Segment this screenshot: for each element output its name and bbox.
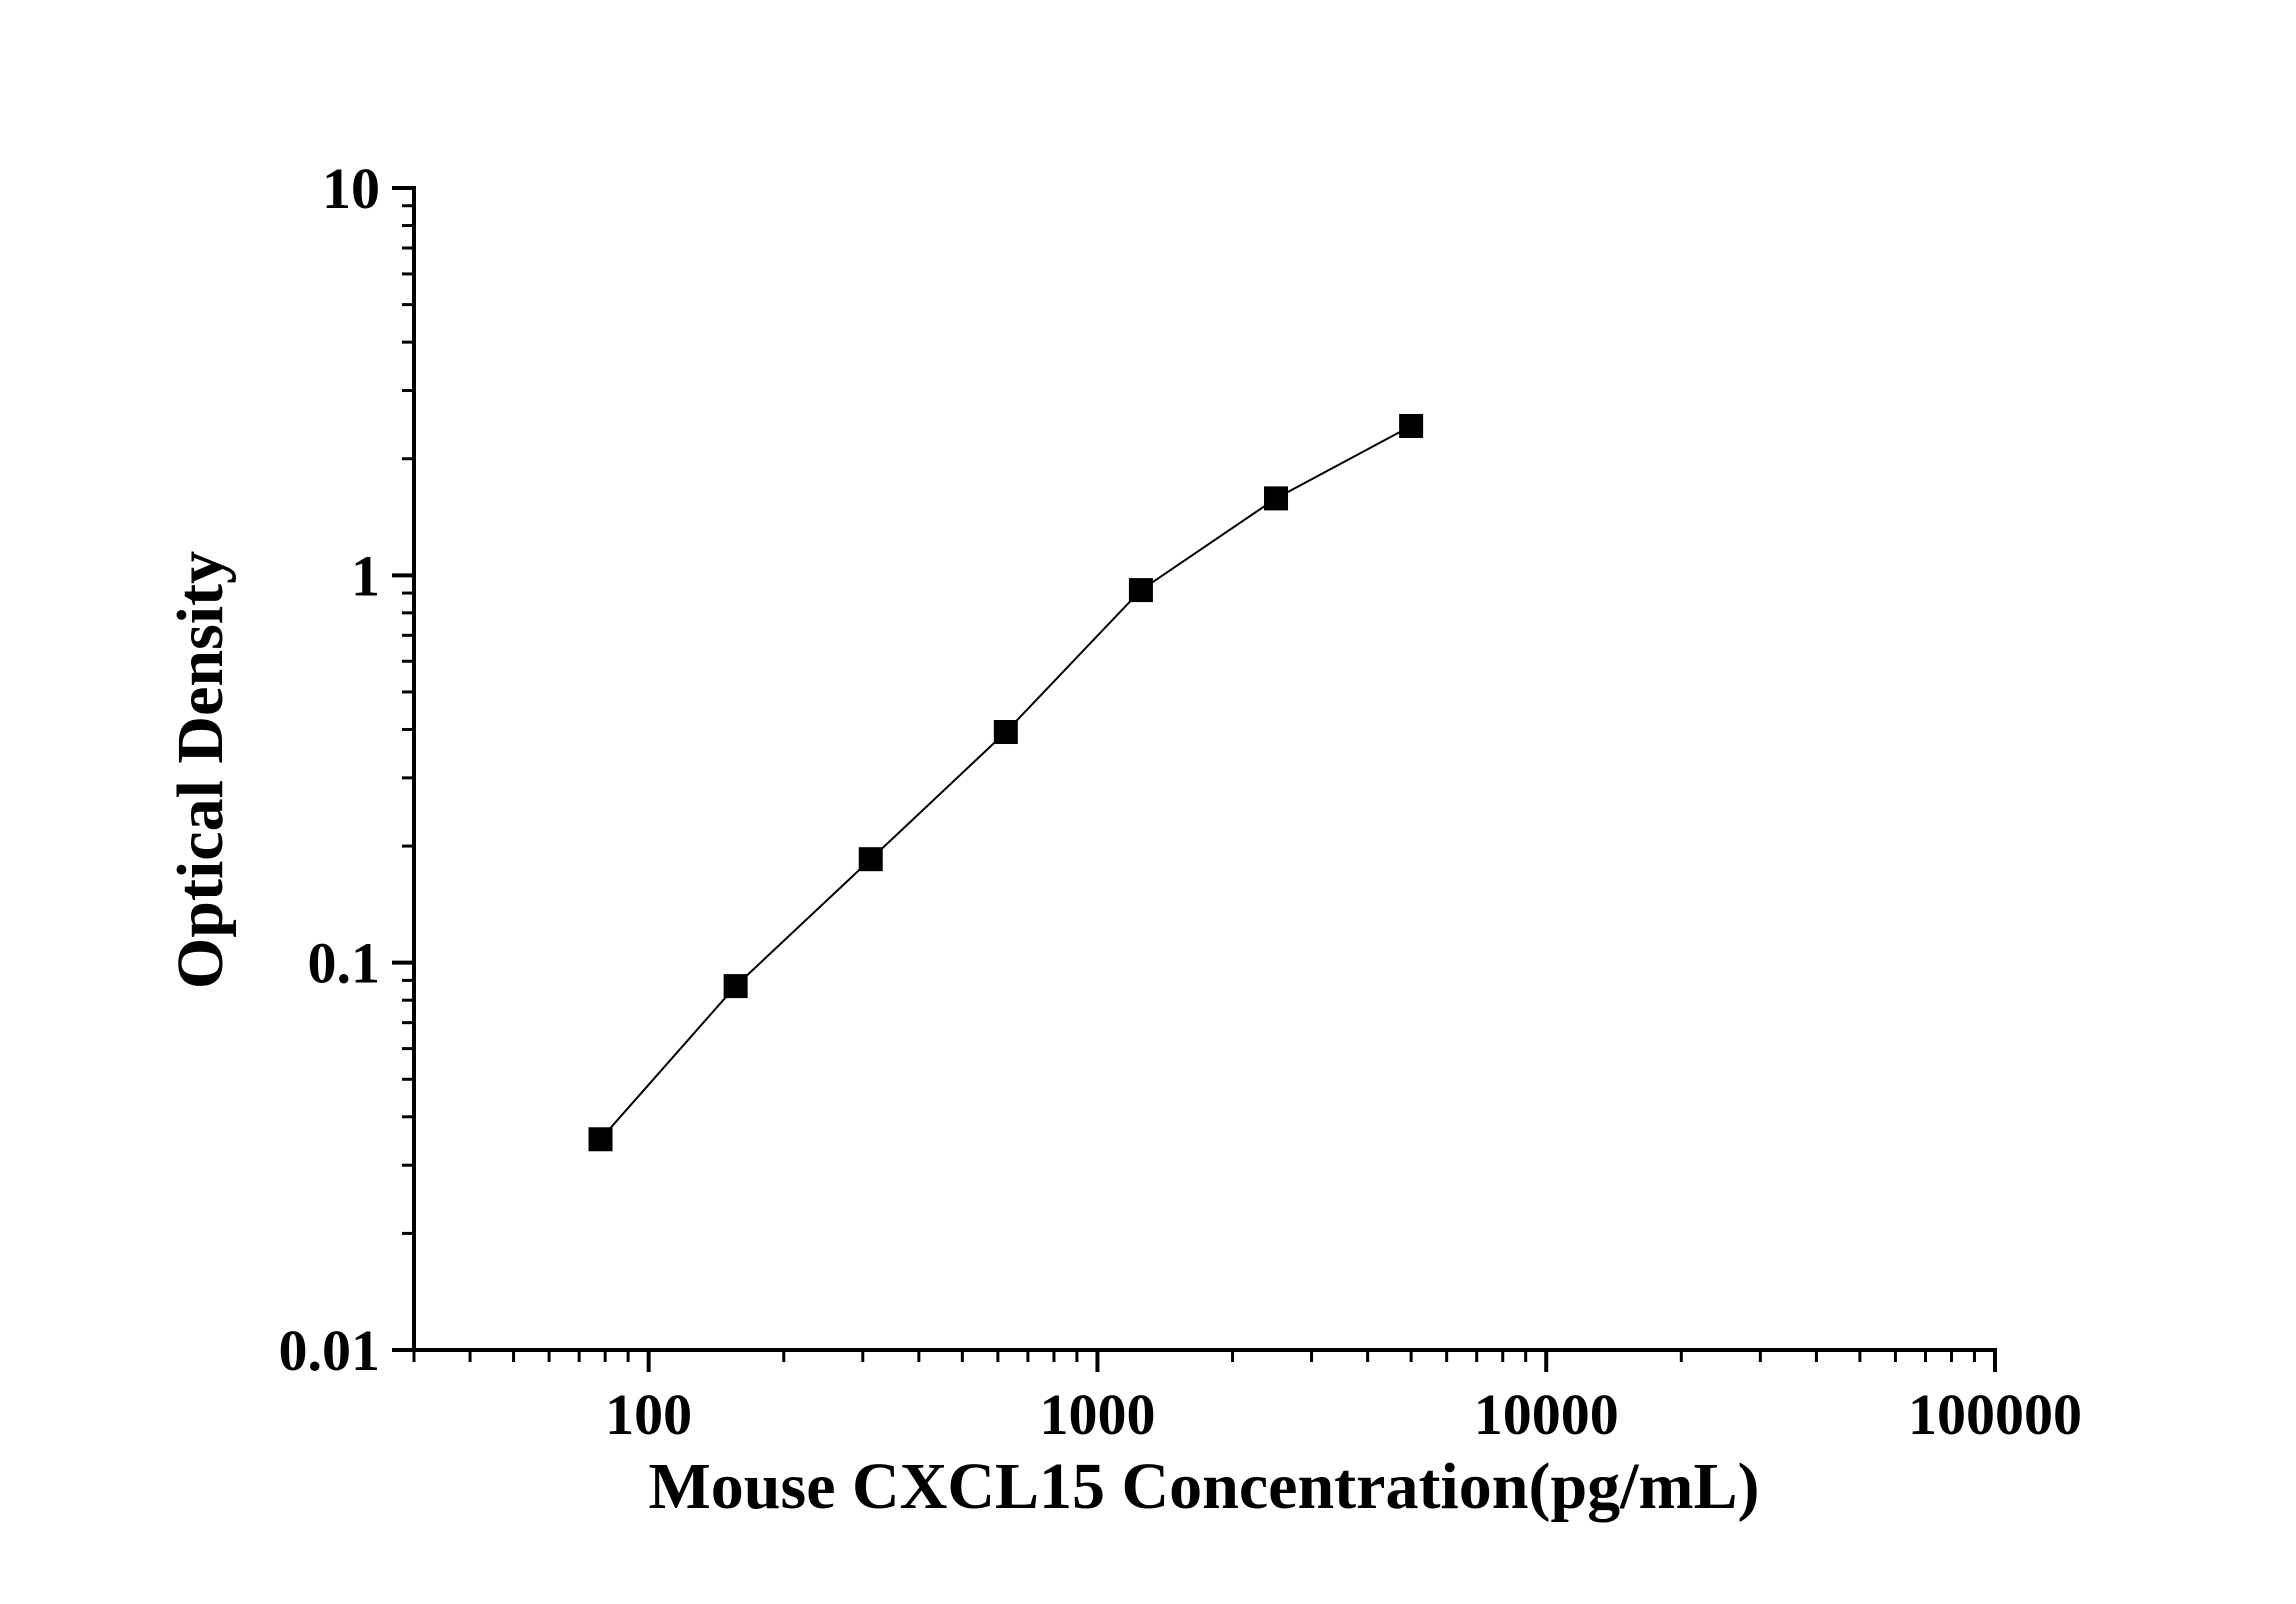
x-tick-label: 100000 bbox=[1908, 1382, 2082, 1447]
data-point bbox=[1399, 413, 1424, 438]
data-point bbox=[1128, 578, 1153, 603]
x-tick-label: 1000 bbox=[1039, 1382, 1155, 1447]
data-point bbox=[858, 847, 883, 872]
x-tick-label: 10000 bbox=[1474, 1382, 1619, 1447]
data-line bbox=[599, 425, 1412, 1140]
y-tick-label: 0.1 bbox=[308, 931, 381, 996]
y-tick-label: 1 bbox=[351, 543, 380, 608]
data-point bbox=[993, 720, 1018, 745]
x-tick-label: 100 bbox=[605, 1382, 692, 1447]
data-point bbox=[723, 974, 748, 999]
y-tick-label: 10 bbox=[322, 156, 380, 221]
data-point bbox=[588, 1127, 613, 1152]
data-point bbox=[1264, 486, 1289, 511]
y-tick-label: 0.01 bbox=[279, 1318, 381, 1383]
y-axis-title: Optical Density bbox=[164, 551, 237, 989]
x-axis-title: Mouse CXCL15 Concentration(pg/mL) bbox=[649, 1450, 1760, 1523]
